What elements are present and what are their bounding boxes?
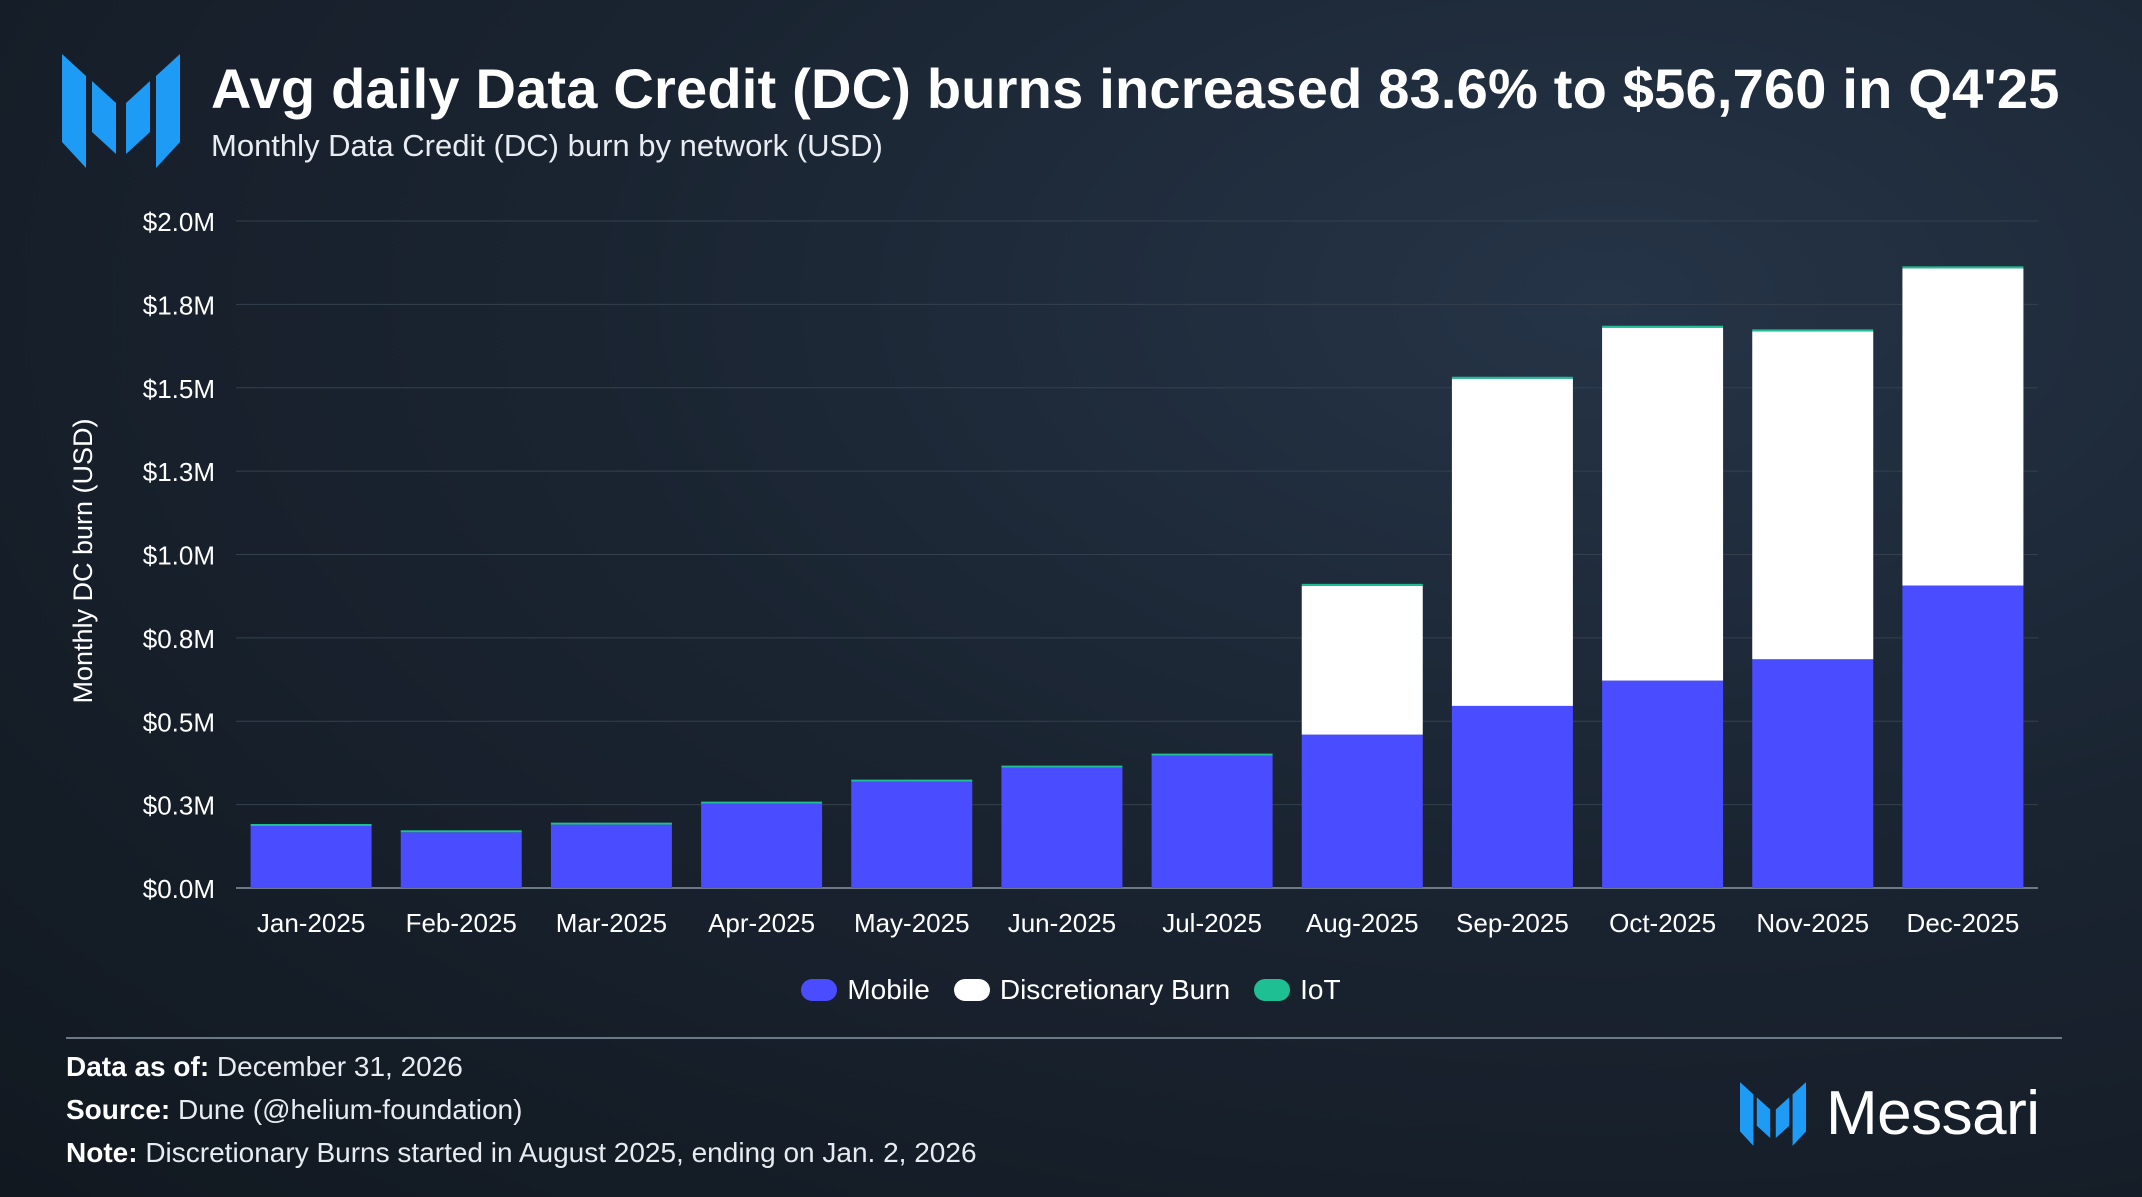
brand-name: Messari: [1826, 1078, 2040, 1149]
brand-lockup: Messari: [1740, 1078, 2040, 1149]
footer-data-as-of: Data as of: December 31, 2026: [66, 1051, 463, 1083]
bar-mobile-dec-2025[interactable]: [1902, 586, 2023, 888]
y-axis-label: Monthly DC burn (USD): [68, 418, 98, 703]
x-tick-label: Sep-2025: [1456, 908, 1569, 938]
messari-logo-icon: [1740, 1082, 1806, 1146]
footer-note: Note: Discretionary Burns started in Aug…: [66, 1137, 977, 1169]
chart-legend: Mobile Discretionary Burn IoT: [0, 974, 2142, 1006]
bar-mobile-jun-2025[interactable]: [1001, 768, 1122, 888]
bar-iot-apr-2025[interactable]: [701, 802, 822, 804]
bar-iot-dec-2025[interactable]: [1902, 266, 2023, 268]
y-tick-label: $0.5M: [143, 707, 215, 737]
footer-value: Dune (@helium-foundation): [170, 1094, 522, 1125]
x-tick-label: Apr-2025: [708, 908, 815, 938]
bar-chart: $0.0M $0.3M $0.5M $0.8M $1.0M $1.3M $1.5M $1.8M…: [0, 0, 2142, 960]
x-tick-label: Jan-2025: [257, 908, 365, 938]
x-tick-label: Oct-2025: [1609, 908, 1716, 938]
legend-item-mobile[interactable]: Mobile: [801, 974, 929, 1006]
y-tick-label: $0.0M: [143, 874, 215, 904]
legend-swatch-iot: [1254, 979, 1290, 1001]
bar-mobile-feb-2025[interactable]: [401, 832, 522, 888]
y-tick-label: $1.5M: [143, 374, 215, 404]
bar-discretionary-burn-aug-2025[interactable]: [1302, 586, 1423, 735]
legend-label: Mobile: [847, 974, 929, 1006]
bar-iot-jun-2025[interactable]: [1001, 766, 1122, 768]
legend-item-iot[interactable]: IoT: [1254, 974, 1340, 1006]
x-tick-label: Dec-2025: [1907, 908, 2020, 938]
x-tick-label: Aug-2025: [1306, 908, 1419, 938]
bar-discretionary-burn-dec-2025[interactable]: [1902, 268, 2023, 585]
x-tick-label: May-2025: [854, 908, 970, 938]
bar-mobile-may-2025[interactable]: [851, 782, 972, 888]
bar-mobile-apr-2025[interactable]: [701, 804, 822, 888]
y-tick-label: $1.8M: [143, 290, 215, 320]
y-tick-label: $0.3M: [143, 791, 215, 821]
footer-divider: [66, 1037, 2062, 1039]
x-tick-label: Feb-2025: [406, 908, 517, 938]
footer-label: Note:: [66, 1137, 138, 1168]
bar-iot-sep-2025[interactable]: [1452, 377, 1573, 379]
footer-label: Source:: [66, 1094, 170, 1125]
bar-mobile-aug-2025[interactable]: [1302, 735, 1423, 888]
bar-iot-oct-2025[interactable]: [1602, 326, 1723, 328]
bar-iot-jan-2025[interactable]: [251, 824, 372, 826]
bar-mobile-jul-2025[interactable]: [1152, 756, 1273, 888]
bar-discretionary-burn-oct-2025[interactable]: [1602, 328, 1723, 681]
bar-iot-feb-2025[interactable]: [401, 830, 522, 832]
bar-iot-jul-2025[interactable]: [1152, 754, 1273, 756]
x-tick-label: Mar-2025: [556, 908, 667, 938]
bar-mobile-nov-2025[interactable]: [1752, 659, 1873, 888]
legend-item-discretionary-burn[interactable]: Discretionary Burn: [954, 974, 1230, 1006]
footer-value: December 31, 2026: [209, 1051, 463, 1082]
y-tick-label: $0.8M: [143, 624, 215, 654]
legend-swatch-discretionary-burn: [954, 979, 990, 1001]
bar-discretionary-burn-sep-2025[interactable]: [1452, 379, 1573, 706]
bar-discretionary-burn-nov-2025[interactable]: [1752, 331, 1873, 659]
legend-label: Discretionary Burn: [1000, 974, 1230, 1006]
bar-iot-may-2025[interactable]: [851, 780, 972, 782]
footer-value: Discretionary Burns started in August 20…: [138, 1137, 977, 1168]
bar-mobile-sep-2025[interactable]: [1452, 706, 1573, 888]
bar-mobile-oct-2025[interactable]: [1602, 681, 1723, 888]
footer-source: Source: Dune (@helium-foundation): [66, 1094, 522, 1126]
legend-swatch-mobile: [801, 979, 837, 1001]
y-tick-label: $1.3M: [143, 457, 215, 487]
bar-mobile-mar-2025[interactable]: [551, 825, 672, 888]
x-tick-label: Jul-2025: [1162, 908, 1262, 938]
footer-label: Data as of:: [66, 1051, 209, 1082]
y-tick-label: $1.0M: [143, 541, 215, 571]
bar-mobile-jan-2025[interactable]: [251, 826, 372, 888]
x-tick-label: Jun-2025: [1008, 908, 1116, 938]
x-tick-label: Nov-2025: [1756, 908, 1869, 938]
bar-iot-nov-2025[interactable]: [1752, 329, 1873, 331]
y-tick-label: $2.0M: [143, 207, 215, 237]
bar-iot-mar-2025[interactable]: [551, 823, 672, 825]
bar-iot-aug-2025[interactable]: [1302, 584, 1423, 586]
legend-label: IoT: [1300, 974, 1340, 1006]
